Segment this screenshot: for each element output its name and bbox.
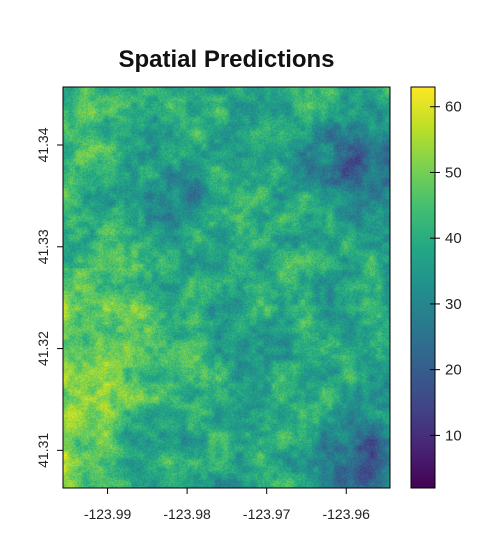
colorbar: [410, 86, 436, 489]
x-tick-label: -123.98: [163, 506, 211, 522]
x-tick-label: -123.97: [243, 506, 291, 522]
y-tick-label: 41.32: [35, 331, 51, 366]
colorbar-ticks: 10 20 30 40 50 60: [430, 99, 462, 444]
x-tick-label: -123.96: [322, 506, 370, 522]
colorbar-tick-label: 10: [445, 427, 462, 444]
x-tick-label: -123.99: [84, 506, 132, 522]
x-axis: -123.99 -123.98 -123.97 -123.96: [84, 488, 370, 522]
chart-title: Spatial Predictions: [118, 46, 335, 73]
colorbar-tick-label: 40: [445, 230, 462, 247]
colorbar-tick-label: 50: [445, 164, 462, 181]
plot-frame: [62, 86, 391, 489]
colorbar-tick-label: 30: [445, 296, 462, 313]
raster-image: [63, 87, 390, 488]
raster-heatmap: [63, 87, 390, 488]
colorbar-tick-label: 60: [445, 99, 462, 116]
y-tick-label: 41.34: [35, 127, 51, 162]
y-tick-label: 41.33: [35, 229, 51, 264]
colorbar-tick-label: 20: [445, 362, 462, 379]
y-axis: 41.31 41.32 41.33 41.34: [35, 127, 63, 468]
y-tick-label: 41.31: [35, 433, 51, 468]
